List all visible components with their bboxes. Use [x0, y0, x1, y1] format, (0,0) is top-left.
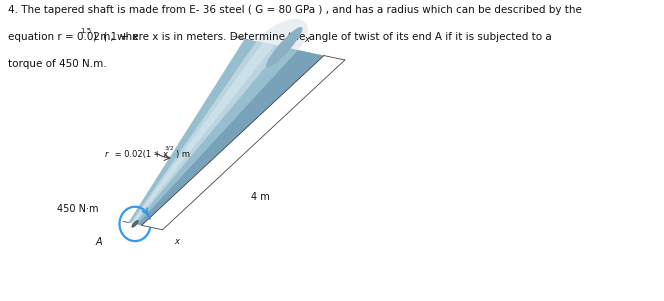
Text: x: x	[175, 237, 179, 247]
Polygon shape	[130, 41, 282, 224]
Polygon shape	[128, 39, 324, 225]
Text: ) m: ) m	[176, 150, 190, 160]
Text: torque of 450 N.m.: torque of 450 N.m.	[8, 59, 106, 69]
Text: A: A	[96, 237, 102, 247]
Text: 4. The tapered shaft is made from E- 36 steel ( G = 80 GPa ) , and has a radius : 4. The tapered shaft is made from E- 36 …	[8, 5, 582, 15]
Text: 4 m: 4 m	[251, 192, 270, 202]
Text: = 0.02(1 + x: = 0.02(1 + x	[112, 150, 169, 160]
Text: 3/2: 3/2	[165, 145, 175, 150]
Ellipse shape	[266, 27, 302, 67]
Text: equation r = 0.02 ( 1 + x: equation r = 0.02 ( 1 + x	[8, 32, 138, 42]
Ellipse shape	[132, 221, 138, 227]
Text: 1.5: 1.5	[80, 28, 92, 34]
Ellipse shape	[249, 19, 308, 69]
Text: ) m, where x is in meters. Determine the angle of twist of its end A if it is su: ) m, where x is in meters. Determine the…	[94, 32, 552, 42]
Polygon shape	[137, 50, 324, 225]
Polygon shape	[131, 42, 274, 224]
Text: r: r	[105, 150, 109, 160]
Text: x: x	[305, 35, 309, 44]
Text: 450 N·m: 450 N·m	[57, 204, 99, 214]
